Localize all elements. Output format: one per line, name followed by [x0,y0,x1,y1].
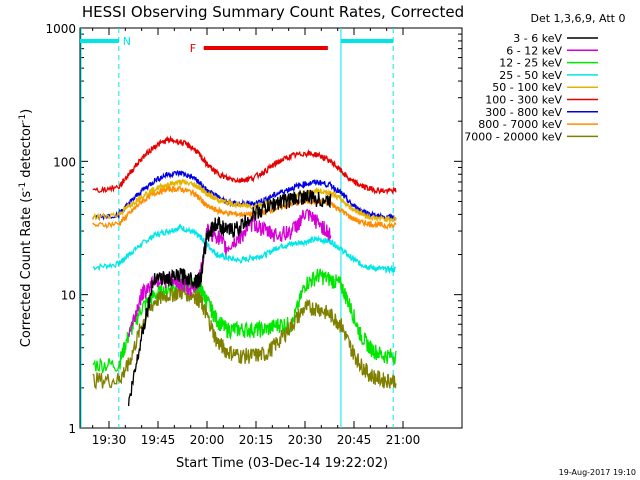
y-tick-label: 100 [53,155,76,169]
series-line [127,208,332,337]
x-tick-label: 19:45 [141,433,176,447]
legend-label: 100 - 300 keV [485,94,562,107]
footer-timestamp: 19-Aug-2017 19:10 [559,468,636,477]
series-layer [92,134,397,407]
y-tick-label: 10 [61,289,76,303]
y-axis-label: Corrected Count Rate (s-1 detector-1) [18,109,34,347]
legend-label: 3 - 6 keV [513,32,562,45]
axis-ticks: 19:30 19:45 20:00 20:15 20:30 20:45 21:00 1 10 10… [45,22,462,447]
legend-label: 7000 - 20000 keV [464,130,562,143]
series-line [92,285,397,390]
annotation-n: N [123,35,131,48]
plot-frame [79,27,463,429]
x-tick-label: 20:45 [337,433,372,447]
x-axis-label: Start Time (03-Dec-14 19:22:02) [176,456,388,471]
y-tick-label: 1000 [45,22,76,36]
y-tick-label: 1 [68,422,76,436]
legend-label: 12 - 25 keV [499,57,562,70]
series-line [92,134,397,196]
annotations: NF [123,35,196,55]
series-line [92,178,397,224]
series-line [92,185,397,231]
legend-label: 300 - 800 keV [485,106,562,119]
legend-header: Det 1,3,6,9, Att 0 [531,12,626,25]
chart-title: HESSI Observing Summary Count Rates, Cor… [82,3,464,21]
legend-label: 25 - 50 keV [499,69,562,82]
annotation-f: F [190,42,196,55]
x-tick-label: 20:15 [239,433,274,447]
x-tick-label: 19:30 [92,433,127,447]
x-tick-label: 20:00 [190,433,225,447]
legend-label: 50 - 100 keV [492,81,562,94]
legend-label: 6 - 12 keV [506,44,562,57]
legend-label: 800 - 7000 keV [478,118,562,131]
x-tick-label: 20:30 [288,433,323,447]
series-line [92,222,397,275]
x-tick-label: 21:00 [386,433,421,447]
series-line [127,189,332,407]
